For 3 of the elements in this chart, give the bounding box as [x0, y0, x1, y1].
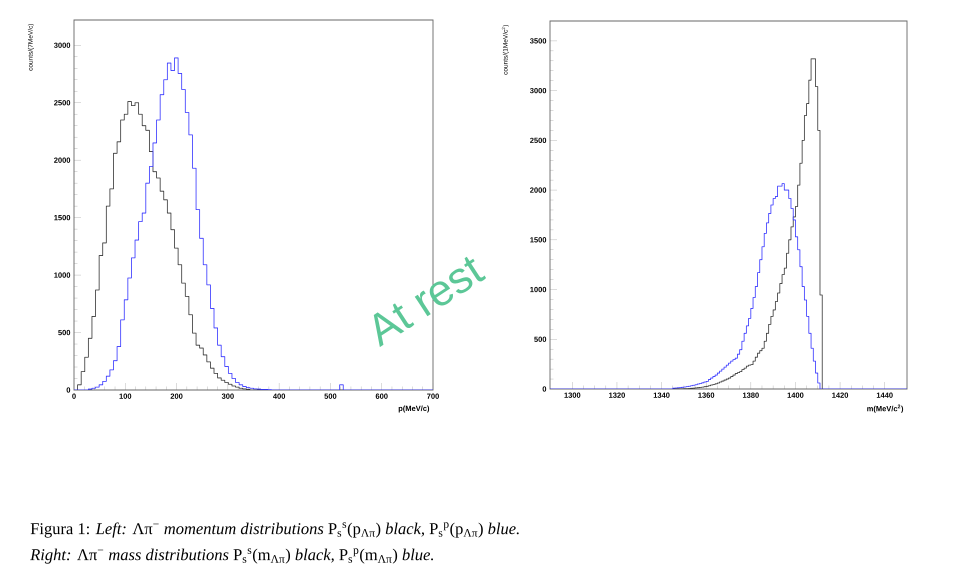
text: Figura 1: Left: Λπ$^{−}$ momentum distributions P$_{s}$$^{s}$(p$_{Λπ}$) black, P$_{s}$$^{p}$(p$_{Λπ}$) blue. — [30, 522, 519, 538]
annotation: At rest — [374, 256, 486, 348]
text: Right: Λπ$^{−}$ mass distributions P$_{s}$$^{s}$(m$_{Λπ}$) black, P$_{s}$$^{p}$(m$_{Λπ}$) blue. — [30, 548, 434, 564]
